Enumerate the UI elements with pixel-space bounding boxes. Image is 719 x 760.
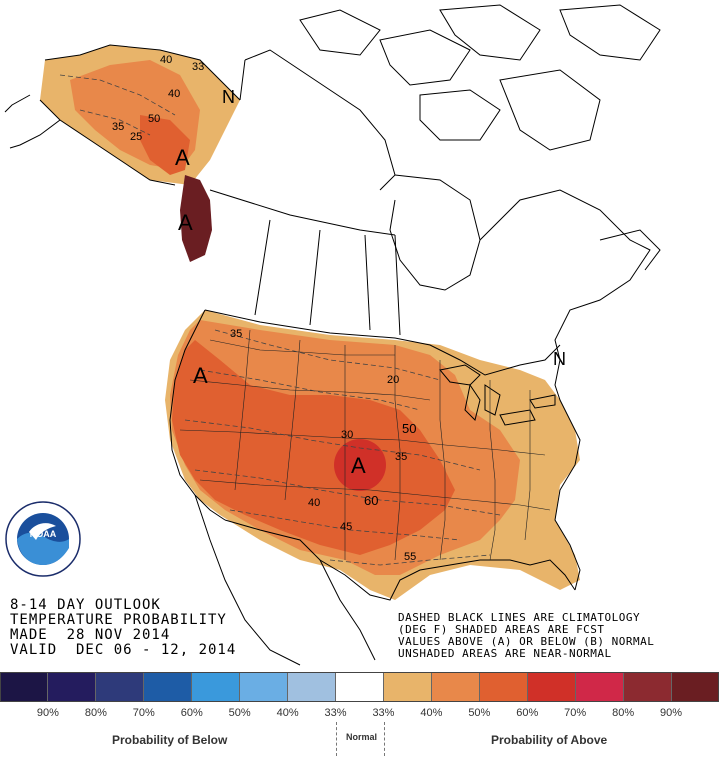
legend-swatch [624,672,672,702]
contour-label: 40 [168,88,180,100]
contour-labels: 40 33 40 50 35 25 35 20 50 30 35 40 60 4… [112,54,416,563]
normal-divider-left [336,722,337,756]
legend-swatch [480,672,528,702]
legend-swatch [96,672,144,702]
region-letter: A [193,363,208,388]
normal-label: Normal [346,732,378,742]
notes-line: UNSHADED AREAS ARE NEAR-NORMAL [398,647,612,660]
contour-label: 33 [192,61,204,73]
region-letter: A [178,210,193,235]
title-line: 8-14 DAY OUTLOOK [10,597,161,613]
title-line: VALID DEC 06 - 12, 2014 [10,642,237,658]
contour-label: 45 [340,521,352,533]
probability-legend [0,672,719,702]
contour-label: 25 [130,131,142,143]
contour-label: 50 [148,113,160,125]
probability-above-label: Probability of Above [491,733,608,747]
legend-percent: 70% [564,707,587,719]
legend-swatch [288,672,336,702]
climatology-contours [59,74,501,566]
legend-percent-labels: 90% 80% 70% 60% 50% 40% 33% 33% 40% 50% 60% 70% 80% 9… [0,707,719,721]
normal-divider-right [384,722,385,756]
legend-percent: 90% [36,707,59,719]
region-letter: N [222,87,235,107]
outlook-title-block: 8-14 DAY OUTLOOK TEMPERATURE PROBABILITY… [10,598,236,658]
legend-swatch [240,672,288,702]
contour-label: 40 [308,497,320,509]
legend-swatch [528,672,576,702]
contour-label: 35 [112,121,124,133]
state-lines [179,329,551,561]
legend-swatch [432,672,480,702]
contour-label: 20 [387,374,399,386]
legend-percent: 40% [276,707,299,719]
legend-percent: 33% [324,707,347,719]
contour-label: 50 [402,421,416,436]
notes-line: VALUES ABOVE (A) OR BELOW (B) NORMAL [398,635,655,648]
legend-percent: 60% [180,707,203,719]
notes-line: (DEG F) SHADED AREAS ARE FCST [398,623,605,636]
notes-line: DASHED BLACK LINES ARE CLIMATOLOGY [398,611,641,624]
legend-percent: 70% [132,707,155,719]
region-letter: A [175,145,190,170]
legend-swatch [192,672,240,702]
legend-percent: 90% [660,707,683,719]
contour-label: 55 [404,551,416,563]
legend-percent: 80% [84,707,107,719]
contour-label: 60 [364,493,378,508]
noaa-logo: NOAA [5,501,81,577]
legend-swatch [0,672,48,702]
legend-percent: 60% [516,707,539,719]
legend-percent: 40% [420,707,443,719]
region-letter: A [351,453,366,478]
contour-label: 35 [230,328,242,340]
contour-label: 40 [160,54,172,66]
map-notes: DASHED BLACK LINES ARE CLIMATOLOGY (DEG … [398,612,654,660]
legend-swatch [336,672,384,702]
legend-percent: 80% [612,707,635,719]
outlook-map: A A A A N N 40 33 40 50 35 25 35 20 50 3… [4,4,661,666]
legend-swatch [672,672,719,702]
region-letter: N [553,349,566,369]
probability-below-label: Probability of Below [112,733,228,747]
region-letters: A A A A N N [175,87,566,478]
legend-swatch [48,672,96,702]
contour-label: 35 [395,451,407,463]
legend-percent: 33% [372,707,395,719]
contour-label: 30 [341,429,353,441]
legend-swatch [144,672,192,702]
noaa-logo-text: NOAA [30,529,57,539]
legend-percent: 50% [468,707,491,719]
legend-percent: 50% [228,707,251,719]
legend-swatch [576,672,624,702]
title-line: TEMPERATURE PROBABILITY [10,612,227,628]
title-line: MADE 28 NOV 2014 [10,627,171,643]
geographic-outlines [4,4,661,666]
probability-shading [40,45,580,600]
legend-swatch [384,672,432,702]
